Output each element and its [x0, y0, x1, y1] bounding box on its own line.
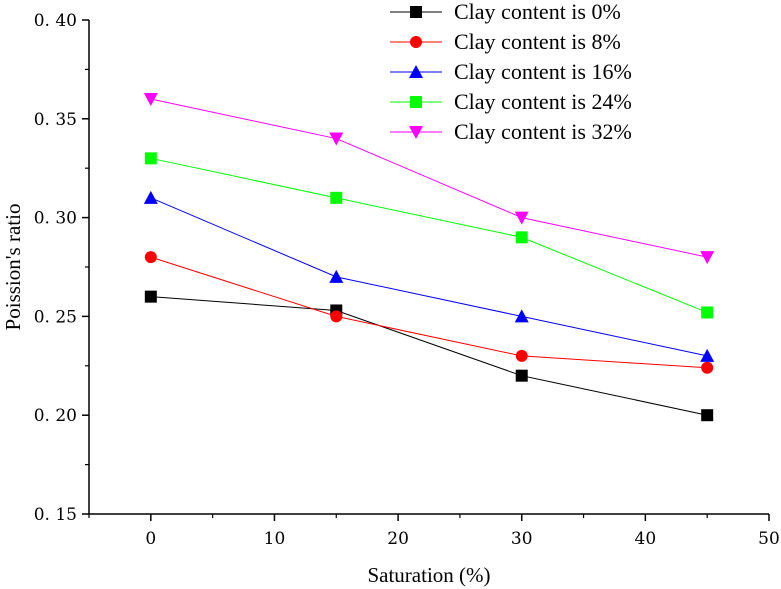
series-layer: [143, 93, 715, 422]
x-tick-label: 0: [145, 529, 156, 549]
data-point: [329, 269, 344, 283]
series-line: [150, 98, 708, 258]
data-point: [143, 190, 158, 204]
legend-label: Clay content is 0%: [454, 0, 621, 24]
x-tick-label: 50: [758, 529, 780, 549]
data-point: [330, 191, 343, 204]
legend-label: Clay content is 8%: [454, 29, 621, 54]
x-tick-label: 30: [511, 529, 533, 549]
data-point: [514, 309, 529, 323]
y-tick-label: 0. 25: [34, 307, 77, 327]
data-point: [144, 251, 157, 264]
x-tick-label: 40: [635, 529, 657, 549]
legend-item: Clay content is 24%: [390, 89, 632, 114]
y-axis-ticks: 0. 15 0. 20 0. 25 0. 30 0. 35 0. 40: [34, 11, 89, 525]
y-tick-label: 0. 15: [34, 505, 77, 525]
series-3: [144, 152, 714, 319]
legend: Clay content is 0% Clay content is 8% Clay…: [390, 0, 632, 144]
x-tick-label: 10: [264, 529, 286, 549]
series-line: [150, 256, 708, 369]
legend-marker: [409, 126, 423, 139]
series-0: [144, 290, 714, 422]
x-tick-label: 20: [387, 529, 409, 549]
data-point: [700, 348, 715, 362]
y-axis-title: Poission's ratio: [1, 204, 25, 331]
series-line: [150, 197, 708, 357]
series-line: [150, 157, 708, 313]
data-point: [701, 361, 714, 374]
data-point: [144, 290, 157, 303]
series-1: [144, 251, 714, 374]
legend-marker: [410, 96, 422, 108]
legend-item: Clay content is 8%: [390, 29, 621, 54]
legend-label: Clay content is 32%: [454, 119, 632, 144]
legend-item: Clay content is 32%: [390, 119, 632, 144]
data-point: [330, 310, 343, 323]
data-point: [329, 132, 344, 146]
series-4: [143, 93, 715, 265]
data-point: [701, 306, 714, 319]
data-point: [515, 231, 528, 244]
series-2: [143, 190, 715, 362]
legend-item: Clay content is 16%: [390, 59, 632, 84]
x-axis-ticks: 0 10 20 30 40 50: [88, 514, 780, 549]
legend-item: Clay content is 0%: [390, 0, 621, 24]
data-point: [144, 152, 157, 165]
legend-marker: [409, 65, 423, 78]
data-point: [515, 349, 528, 362]
y-tick-label: 0. 40: [34, 11, 77, 31]
y-tick-label: 0. 30: [34, 209, 77, 229]
series-line: [150, 296, 708, 416]
legend-marker: [410, 36, 422, 48]
legend-label: Clay content is 16%: [454, 59, 632, 84]
y-tick-label: 0. 20: [34, 406, 77, 426]
legend-marker: [410, 6, 422, 18]
data-point: [515, 369, 528, 382]
axes: [88, 20, 769, 515]
x-axis-title: Saturation (%): [367, 563, 490, 587]
legend-label: Clay content is 24%: [454, 89, 632, 114]
data-point: [143, 93, 158, 107]
data-point: [514, 211, 529, 225]
data-point: [700, 251, 715, 265]
data-point: [701, 409, 714, 422]
y-tick-label: 0. 35: [34, 110, 77, 130]
